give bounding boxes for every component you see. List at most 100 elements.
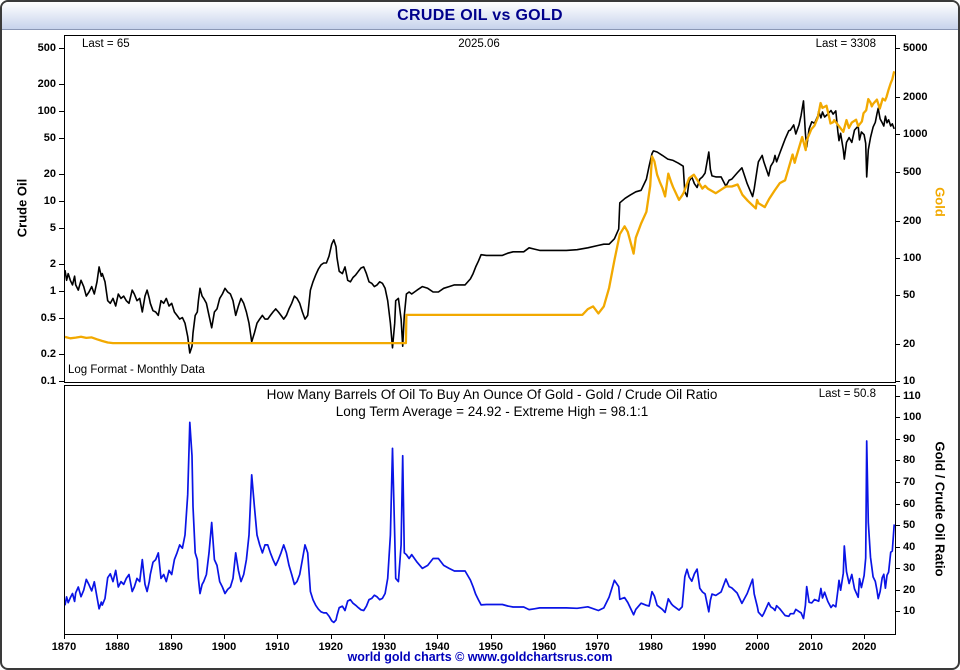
chart-title: CRUDE OIL vs GOLD — [397, 6, 563, 24]
axis-tick — [895, 343, 900, 345]
axis-tick — [544, 634, 546, 639]
axis-tick — [170, 634, 172, 639]
axis-tick-label: 60 — [903, 497, 916, 510]
ratio-line — [65, 421, 895, 624]
axis-tick-label: 10 — [43, 195, 56, 208]
axis-tick — [490, 634, 492, 639]
axis-tick-label: 0.2 — [40, 347, 56, 360]
axis-tick — [895, 48, 900, 50]
footer-credit: world gold charts © www.goldchartsrus.co… — [347, 650, 613, 664]
axis-tick — [895, 482, 900, 484]
axis-tick — [64, 634, 65, 639]
axis-tick-label: 1880 — [105, 641, 130, 653]
axis-tick-label: 1970 — [585, 641, 610, 653]
axis-tick — [895, 97, 900, 99]
axis-tick-label: 1870 — [51, 641, 77, 653]
price-chart-plot — [64, 35, 896, 383]
axis-tick-label: 2010 — [798, 641, 824, 653]
ratio-chart-plot — [64, 385, 896, 635]
axis-tick-label: 2 — [49, 257, 56, 270]
axis-tick — [895, 220, 900, 222]
log-format-note: Log Format - Monthly Data — [68, 364, 205, 376]
axis-tick — [117, 634, 119, 639]
axis-tick-label: 500 — [37, 42, 56, 55]
axis-tick-label: 1990 — [691, 641, 717, 653]
axis-tick-label: 50 — [903, 288, 916, 301]
axis-tick — [895, 589, 900, 591]
date-label: 2025.06 — [458, 38, 500, 50]
axis-tick — [59, 228, 64, 230]
axis-tick — [59, 381, 64, 382]
axis-tick — [895, 294, 900, 296]
axis-tick — [704, 634, 706, 639]
axis-tick — [895, 417, 900, 419]
axis-tick — [59, 353, 64, 355]
axis-tick-label: 100 — [903, 251, 922, 264]
axis-tick — [895, 525, 900, 527]
axis-tick — [330, 634, 332, 639]
axis-tick-label: 1940 — [425, 641, 450, 653]
axis-tick-label: 1950 — [478, 641, 503, 653]
axis-tick-label: 200 — [37, 77, 56, 90]
axis-tick — [59, 48, 64, 50]
axis-tick — [59, 83, 64, 85]
axis-tick-label: 20 — [903, 337, 916, 350]
axis-tick — [895, 611, 900, 613]
axis-tick-label: 1000 — [903, 128, 928, 141]
axis-tick-label: 80 — [903, 454, 916, 467]
ratio-chart-svg — [65, 421, 895, 624]
axis-tick-label: 50 — [903, 519, 916, 532]
axis-tick — [224, 634, 226, 639]
axis-tick — [895, 395, 900, 397]
axis-tick-label: 20 — [43, 167, 56, 180]
axis-tick — [277, 634, 279, 639]
axis-tick — [895, 460, 900, 462]
axis-tick-label: 90 — [903, 432, 916, 445]
axis-tick-label: 100 — [37, 105, 56, 118]
axis-tick — [757, 634, 759, 639]
ratio-chart-subheading: Long Term Average = 24.92 - Extreme High… — [335, 404, 649, 419]
axis-tick-label: 1910 — [265, 641, 290, 653]
axis-tick-label: 20 — [903, 583, 916, 596]
gold-last-value-label: Last = 3308 — [815, 38, 876, 50]
gold-axis-title: Gold — [932, 187, 948, 217]
axis-tick-label: 1920 — [318, 641, 343, 653]
axis-tick — [895, 171, 900, 173]
title-bar: CRUDE OIL vs GOLD — [2, 2, 958, 30]
axis-tick-label: 100 — [903, 411, 922, 424]
axis-tick — [864, 634, 866, 639]
axis-tick — [384, 634, 386, 639]
axis-tick-label: 500 — [903, 165, 922, 178]
axis-tick-label: 30 — [903, 562, 916, 575]
axis-tick-label: 10 — [903, 605, 916, 618]
axis-tick-label: 0.1 — [40, 375, 56, 387]
axis-tick-label: 0.5 — [40, 312, 56, 325]
axis-tick-label: 10 — [903, 375, 916, 387]
axis-tick — [59, 291, 64, 292]
axis-tick — [895, 381, 900, 382]
axis-tick — [895, 503, 900, 505]
axis-tick — [59, 201, 64, 203]
axis-tick-label: 1890 — [158, 641, 183, 653]
axis-tick — [59, 173, 64, 175]
gold-line — [65, 71, 895, 345]
axis-tick — [895, 134, 900, 136]
axis-tick-label: 110 — [903, 389, 921, 402]
ratio-chart-heading: How Many Barrels Of Oil To Buy An Ounce … — [266, 387, 718, 402]
axis-tick-label: 40 — [903, 540, 916, 553]
ratio-axis-title: Gold / Crude Oil Ratio — [932, 441, 948, 577]
axis-tick — [59, 138, 64, 140]
axis-tick — [650, 634, 652, 639]
axis-tick — [895, 257, 900, 259]
crude-oil-axis-title: Crude Oil — [14, 178, 30, 238]
crude-oil-line — [65, 100, 895, 354]
axis-tick-label: 1960 — [531, 641, 557, 653]
axis-tick-label: 1 — [49, 285, 56, 297]
axis-tick-label: 1980 — [638, 641, 663, 653]
oil-gold-chart-svg — [65, 71, 895, 354]
axis-tick-label: 50 — [43, 132, 56, 145]
axis-tick-label: 2000 — [903, 91, 928, 104]
axis-tick — [597, 634, 599, 639]
axis-tick — [810, 634, 812, 639]
